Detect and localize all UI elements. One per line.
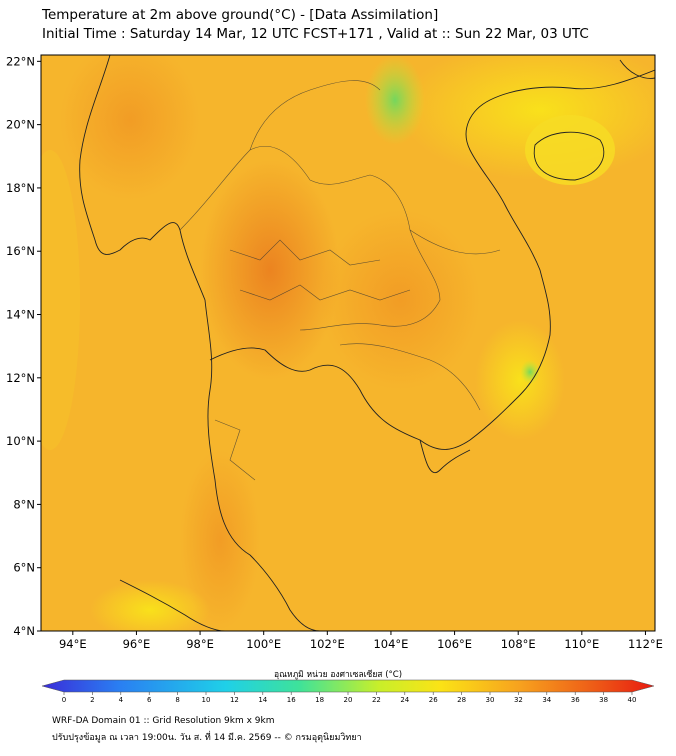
lat-tick-label: 6°N (13, 561, 35, 575)
longitude-axis: 94°E 96°E 98°E 100°E 102°E 104°E 106°E 108°E 110… (59, 631, 663, 651)
lon-tick-label: 102°E (310, 637, 345, 651)
plot-area (41, 55, 655, 631)
provincial-lines-north (229, 239, 381, 266)
laos-vietnam-border (409, 229, 501, 255)
country-borders (179, 80, 501, 481)
coastlines (79, 55, 655, 631)
lon-tick-label: 96°E (123, 637, 151, 651)
colorbar-tick-label: 20 (344, 696, 353, 704)
colorbar-tick-label: 14 (258, 696, 267, 704)
lat-tick-label: 22°N (6, 54, 35, 68)
colorbar-tick-label: 18 (315, 696, 324, 704)
lat-tick-label: 12°N (6, 371, 35, 385)
vietnam-highland-cool-spot (520, 360, 540, 384)
colorbar-tick-label: 34 (542, 696, 551, 704)
colorbar-bar (41, 679, 655, 693)
lon-tick-label: 110°E (564, 637, 599, 651)
colorbar-tick-label: 24 (400, 696, 409, 704)
peninsula-warm-zone (180, 450, 260, 630)
hainan-island (525, 115, 615, 185)
laos-highland-cool-spot (365, 55, 425, 145)
lon-tick-label: 108°E (501, 637, 536, 651)
colorbar-tick-label: 4 (119, 696, 124, 704)
chart-title: Temperature at 2m above ground(°C) - [Da… (42, 7, 439, 23)
central-thailand-hot-zone (200, 160, 340, 380)
provincial-lines-south (214, 419, 256, 481)
lon-tick-label: 98°E (186, 637, 214, 651)
colorbar-tick-label: 6 (147, 696, 152, 704)
coastal-cooler-zone (475, 320, 565, 440)
colorbar-tick-label: 16 (287, 696, 296, 704)
sumatra-coast (119, 579, 226, 631)
colorbar-tick-label: 36 (571, 696, 580, 704)
western-coast (79, 55, 321, 631)
lon-tick-label: 112°E (628, 637, 663, 651)
colorbar-tick-label: 0 (62, 696, 66, 704)
update-info: ปรับปรุงข้อมูล ณ เวลา 19:00น. วัน ส. ที่… (52, 733, 362, 743)
colorbar-tick-label: 26 (429, 696, 438, 704)
model-info: WRF-DA Domain 01 :: Grid Resolution 9km … (52, 716, 275, 726)
colorbar-tick-label: 2 (90, 696, 94, 704)
colorbar-ticks: 0 2 4 6 8 10 12 14 16 18 20 22 24 26 28 30 32 34 36 38 40 (62, 692, 637, 704)
lat-tick-label: 16°N (6, 244, 35, 258)
colorbar-tick-label: 8 (175, 696, 179, 704)
cambodia-border (339, 343, 481, 411)
lat-tick-label: 10°N (6, 434, 35, 448)
colorbar-tick-label: 38 (599, 696, 608, 704)
colorbar-title: อุณหภูมิ หน่วย องศาเซลเซียส (°C) (273, 670, 403, 680)
colorbar-tick-label: 32 (514, 696, 523, 704)
mekong-delta-coast (419, 439, 471, 473)
chart-subtitle: Initial Time : Saturday 14 Mar, 12 UTC F… (42, 26, 589, 42)
hainan-coast (533, 131, 605, 181)
latitude-axis: 4°N 6°N 8°N 10°N 12°N 14°N 16°N 18°N 20°N 22°N (6, 54, 41, 638)
lon-tick-label: 104°E (373, 637, 408, 651)
gulf-and-eastern-coast (209, 69, 655, 450)
lon-tick-label: 106°E (437, 637, 472, 651)
myanmar-warm-zone (60, 55, 200, 200)
colorbar-tick-label: 28 (457, 696, 466, 704)
lat-tick-label: 18°N (6, 181, 35, 195)
colorbar-tick-label: 40 (628, 696, 637, 704)
northeast-warm-zone (320, 210, 480, 390)
provincial-lines-central (239, 284, 411, 301)
colorbar-tick-label: 10 (202, 696, 211, 704)
colorbar-tick-label: 30 (486, 696, 495, 704)
colorbar-tick-label: 12 (230, 696, 239, 704)
lat-tick-label: 8°N (13, 497, 35, 511)
lat-tick-label: 4°N (13, 624, 35, 638)
plot-frame (40, 54, 656, 632)
lon-tick-label: 94°E (59, 637, 87, 651)
lat-tick-label: 14°N (6, 308, 35, 322)
colorbar-tick-label: 22 (372, 696, 381, 704)
sumatra-cooler-zone (90, 580, 210, 631)
west-sea-zone (41, 150, 80, 450)
laos-north-border (249, 80, 381, 151)
china-coast (619, 59, 655, 79)
colorbar: 0 2 4 6 8 10 12 14 16 18 20 22 24 26 28 30 32 34 36 38 40 (41, 679, 655, 704)
lat-tick-label: 20°N (6, 118, 35, 132)
lon-tick-label: 100°E (246, 637, 281, 651)
